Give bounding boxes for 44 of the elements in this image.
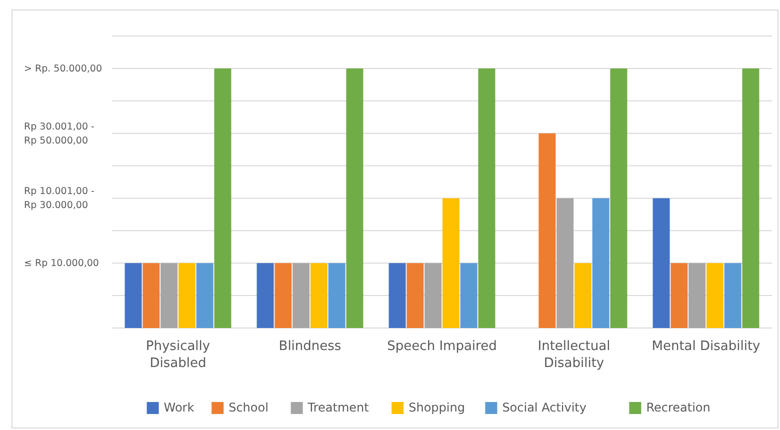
bar xyxy=(124,263,142,328)
bar xyxy=(310,263,328,328)
bar xyxy=(538,133,556,328)
x-tick-label: Speech Impaired xyxy=(387,339,497,354)
bar xyxy=(574,263,592,328)
ref-line-label: > Rp. 50.000,00 xyxy=(24,63,102,74)
bar xyxy=(424,263,442,328)
ref-line-label: Rp 10.001,00 - Rp 30.000,00 xyxy=(24,186,94,211)
legend-label: Treatment xyxy=(306,400,370,414)
legend-label: Work xyxy=(164,400,194,414)
bar xyxy=(442,198,460,328)
bar xyxy=(460,263,478,328)
bar xyxy=(274,263,292,328)
x-tick-label: Intellectual Disability xyxy=(538,339,610,371)
bar xyxy=(178,263,196,328)
legend-label: Shopping xyxy=(408,400,465,414)
bar xyxy=(328,263,346,328)
bar xyxy=(346,68,364,328)
bar xyxy=(724,263,742,328)
bar xyxy=(196,263,214,328)
bar xyxy=(388,263,406,328)
bar xyxy=(556,198,574,328)
bar xyxy=(214,68,232,328)
bar xyxy=(610,68,628,328)
legend-label: School xyxy=(228,400,268,414)
bar xyxy=(160,263,178,328)
ref-line-label: ≤ Rp 10.000,00 xyxy=(24,258,99,269)
ref-line-label: Rp 30.001,00 - Rp 50.000,00 xyxy=(24,120,94,146)
bar xyxy=(256,263,274,328)
x-tick-label: Blindness xyxy=(278,339,342,354)
bar xyxy=(592,198,610,328)
x-tick-label: Physically Disabled xyxy=(146,339,210,371)
bar xyxy=(142,263,160,328)
bar xyxy=(406,263,424,328)
bar xyxy=(742,68,760,328)
bar xyxy=(706,263,724,328)
bar xyxy=(292,263,310,328)
bar xyxy=(478,68,496,328)
bar xyxy=(688,263,706,328)
legend-label: Recreation xyxy=(646,400,710,414)
legend-label: Social Activity xyxy=(502,400,586,414)
bar xyxy=(670,263,688,328)
bar xyxy=(652,198,670,328)
x-tick-label: Mental Disability xyxy=(652,339,761,354)
